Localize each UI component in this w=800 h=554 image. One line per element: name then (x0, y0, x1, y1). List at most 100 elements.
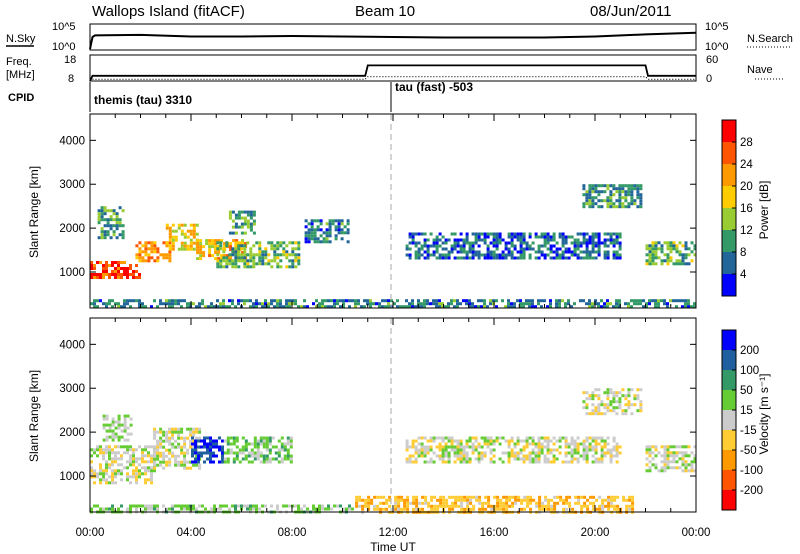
heatmap-cell (135, 475, 138, 479)
heatmap-cell (97, 215, 101, 219)
heatmap-cell (129, 481, 132, 485)
heatmap-cell (240, 253, 244, 257)
heatmap-cell (588, 238, 592, 242)
heatmap-cell (456, 448, 460, 452)
heatmap-cell (108, 481, 111, 485)
heatmap-cell (108, 457, 111, 461)
heatmap-cell (241, 239, 245, 243)
heatmap-cell (585, 439, 589, 443)
heatmap-cell (225, 262, 229, 266)
heatmap-cell (586, 504, 590, 508)
heatmap-cell (219, 265, 223, 269)
heatmap-cell (225, 305, 228, 309)
heatmap-cell (576, 238, 580, 242)
heatmap-cell (144, 454, 147, 458)
heatmap-cell (438, 445, 442, 449)
heatmap-cell (591, 247, 595, 251)
heatmap-cell (645, 445, 649, 449)
heatmap-cell (191, 451, 194, 455)
heatmap-cell (228, 210, 232, 214)
heatmap-cell (684, 463, 688, 467)
heatmap-cell (189, 433, 193, 437)
heatmap-cell (340, 228, 344, 232)
heatmap-cell (631, 507, 635, 511)
heatmap-cell (507, 247, 511, 251)
heatmap-cell (192, 433, 196, 437)
heatmap-cell (264, 247, 268, 251)
heatmap-cell (615, 241, 619, 245)
heatmap-cell (483, 442, 487, 446)
heatmap-cell (189, 229, 193, 233)
heatmap-cell (194, 451, 197, 455)
heatmap-cell (607, 504, 611, 508)
heatmap-cell (444, 247, 448, 251)
heatmap-cell (117, 463, 120, 467)
heatmap-cell (226, 457, 230, 461)
heatmap-cell (591, 454, 595, 458)
heatmap-cell (423, 436, 427, 440)
heatmap-cell (99, 273, 102, 276)
heatmap-cell (663, 241, 667, 245)
heatmap-cell (408, 454, 412, 458)
heatmap-cell (355, 504, 359, 508)
heatmap-cell (268, 451, 272, 455)
heatmap-cell (150, 475, 153, 479)
heatmap-cell (159, 299, 162, 303)
heatmap-cell (135, 244, 139, 248)
heatmap-cell (621, 202, 625, 206)
heatmap-cell (645, 448, 649, 452)
heatmap-cell (441, 439, 445, 443)
heatmap-cell (258, 262, 262, 266)
heatmap-cell (132, 451, 135, 455)
heatmap-cell (126, 270, 129, 273)
heatmap-cell (594, 190, 598, 194)
heatmap-cell (102, 264, 105, 267)
power-cbar-label: Power [dB] (757, 181, 771, 240)
heatmap-cell (549, 238, 553, 242)
heatmap-cell (669, 445, 673, 449)
heatmap-cell (606, 436, 610, 440)
heatmap-cell (117, 264, 120, 267)
heatmap-cell (411, 238, 415, 242)
heatmap-cell (156, 504, 159, 508)
heatmap-cell (240, 225, 244, 229)
heatmap-cell (445, 498, 449, 502)
heatmap-cell (541, 504, 545, 508)
heatmap-cell (450, 250, 454, 254)
heatmap-cell (588, 442, 592, 446)
heatmap-cell (606, 448, 610, 452)
heatmap-cell (618, 445, 622, 449)
heatmap-cell (117, 457, 120, 461)
colorbar-segment (722, 330, 736, 351)
heatmap-cell (681, 256, 685, 260)
heatmap-cell (594, 409, 598, 413)
heatmap-cell (444, 442, 448, 446)
heatmap-cell (474, 232, 478, 236)
heatmap-cell (138, 253, 142, 257)
heatmap-cell (237, 302, 240, 306)
heatmap-cell (597, 394, 601, 398)
x-tick-label: 00:00 (76, 527, 105, 539)
heatmap-cell (196, 251, 200, 255)
heatmap-cell (261, 504, 264, 508)
colorbar-segment (722, 252, 736, 275)
heatmap-cell (355, 498, 359, 502)
heatmap-cell (123, 429, 127, 433)
heatmap-cell (96, 276, 99, 279)
heatmap-cell (606, 403, 610, 407)
heatmap-cell (588, 299, 591, 303)
heatmap-cell (100, 230, 104, 234)
heatmap-cell (496, 495, 500, 499)
heatmap-cell (267, 253, 271, 257)
heatmap-cell (156, 457, 160, 461)
heatmap-cell (546, 235, 550, 239)
heatmap-cell (255, 302, 258, 306)
heatmap-cell (286, 448, 290, 452)
heatmap-cell (510, 439, 514, 443)
heatmap-cell (126, 432, 130, 436)
heatmap-cell (525, 445, 529, 449)
heatmap-cell (553, 507, 557, 511)
heatmap-cell (289, 439, 293, 443)
heatmap-cell (364, 504, 368, 508)
heatmap-cell (108, 429, 112, 433)
